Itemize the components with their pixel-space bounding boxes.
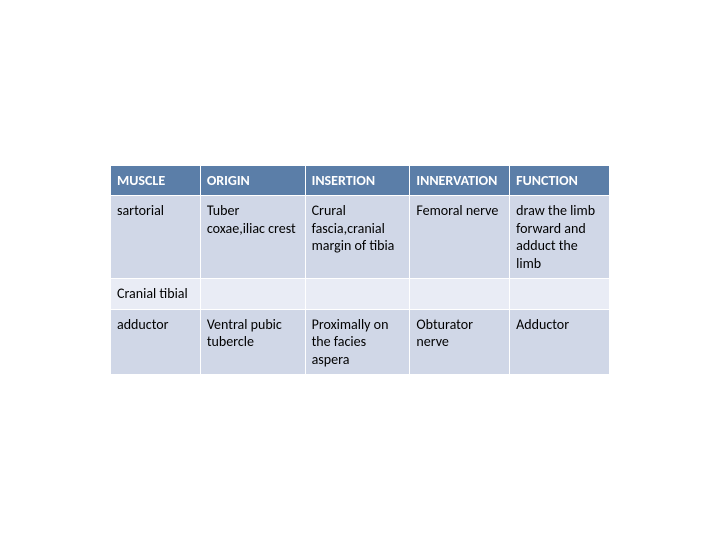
cell: Obturator nerve xyxy=(410,309,510,375)
cell: adductor xyxy=(111,309,201,375)
cell xyxy=(510,279,610,310)
col-origin: ORIGIN xyxy=(200,165,305,196)
table-row: sartorial Tuber coxae,iliac crest Crural… xyxy=(111,196,610,279)
cell: Femoral nerve xyxy=(410,196,510,279)
col-muscle: MUSCLE xyxy=(111,165,201,196)
cell xyxy=(200,279,305,310)
muscle-table-container: MUSCLE ORIGIN INSERTION INNERVATION FUNC… xyxy=(110,165,610,376)
cell: Tuber coxae,iliac crest xyxy=(200,196,305,279)
cell: Adductor xyxy=(510,309,610,375)
col-innervation: INNERVATION xyxy=(410,165,510,196)
table-row: Cranial tibial xyxy=(111,279,610,310)
cell: Crural fascia,cranial margin of tibia xyxy=(305,196,410,279)
cell: Ventral pubic tubercle xyxy=(200,309,305,375)
cell: sartorial xyxy=(111,196,201,279)
header-row: MUSCLE ORIGIN INSERTION INNERVATION FUNC… xyxy=(111,165,610,196)
cell xyxy=(410,279,510,310)
cell xyxy=(305,279,410,310)
cell: Proximally on the facies aspera xyxy=(305,309,410,375)
col-function: FUNCTION xyxy=(510,165,610,196)
cell: draw the limb forward and adduct the lim… xyxy=(510,196,610,279)
table-row: adductor Ventral pubic tubercle Proximal… xyxy=(111,309,610,375)
col-insertion: INSERTION xyxy=(305,165,410,196)
cell: Cranial tibial xyxy=(111,279,201,310)
muscle-table: MUSCLE ORIGIN INSERTION INNERVATION FUNC… xyxy=(110,165,610,376)
